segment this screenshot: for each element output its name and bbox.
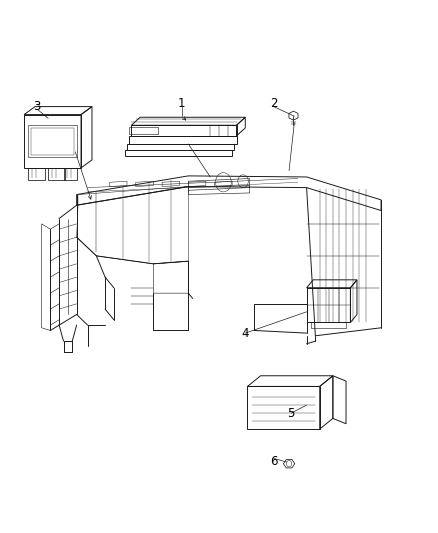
Text: 2: 2 (270, 98, 278, 110)
Text: 5: 5 (288, 407, 295, 419)
Text: 6: 6 (270, 455, 278, 467)
Text: 4: 4 (241, 327, 249, 340)
Text: 1: 1 (178, 98, 186, 110)
Text: 3: 3 (34, 100, 41, 113)
